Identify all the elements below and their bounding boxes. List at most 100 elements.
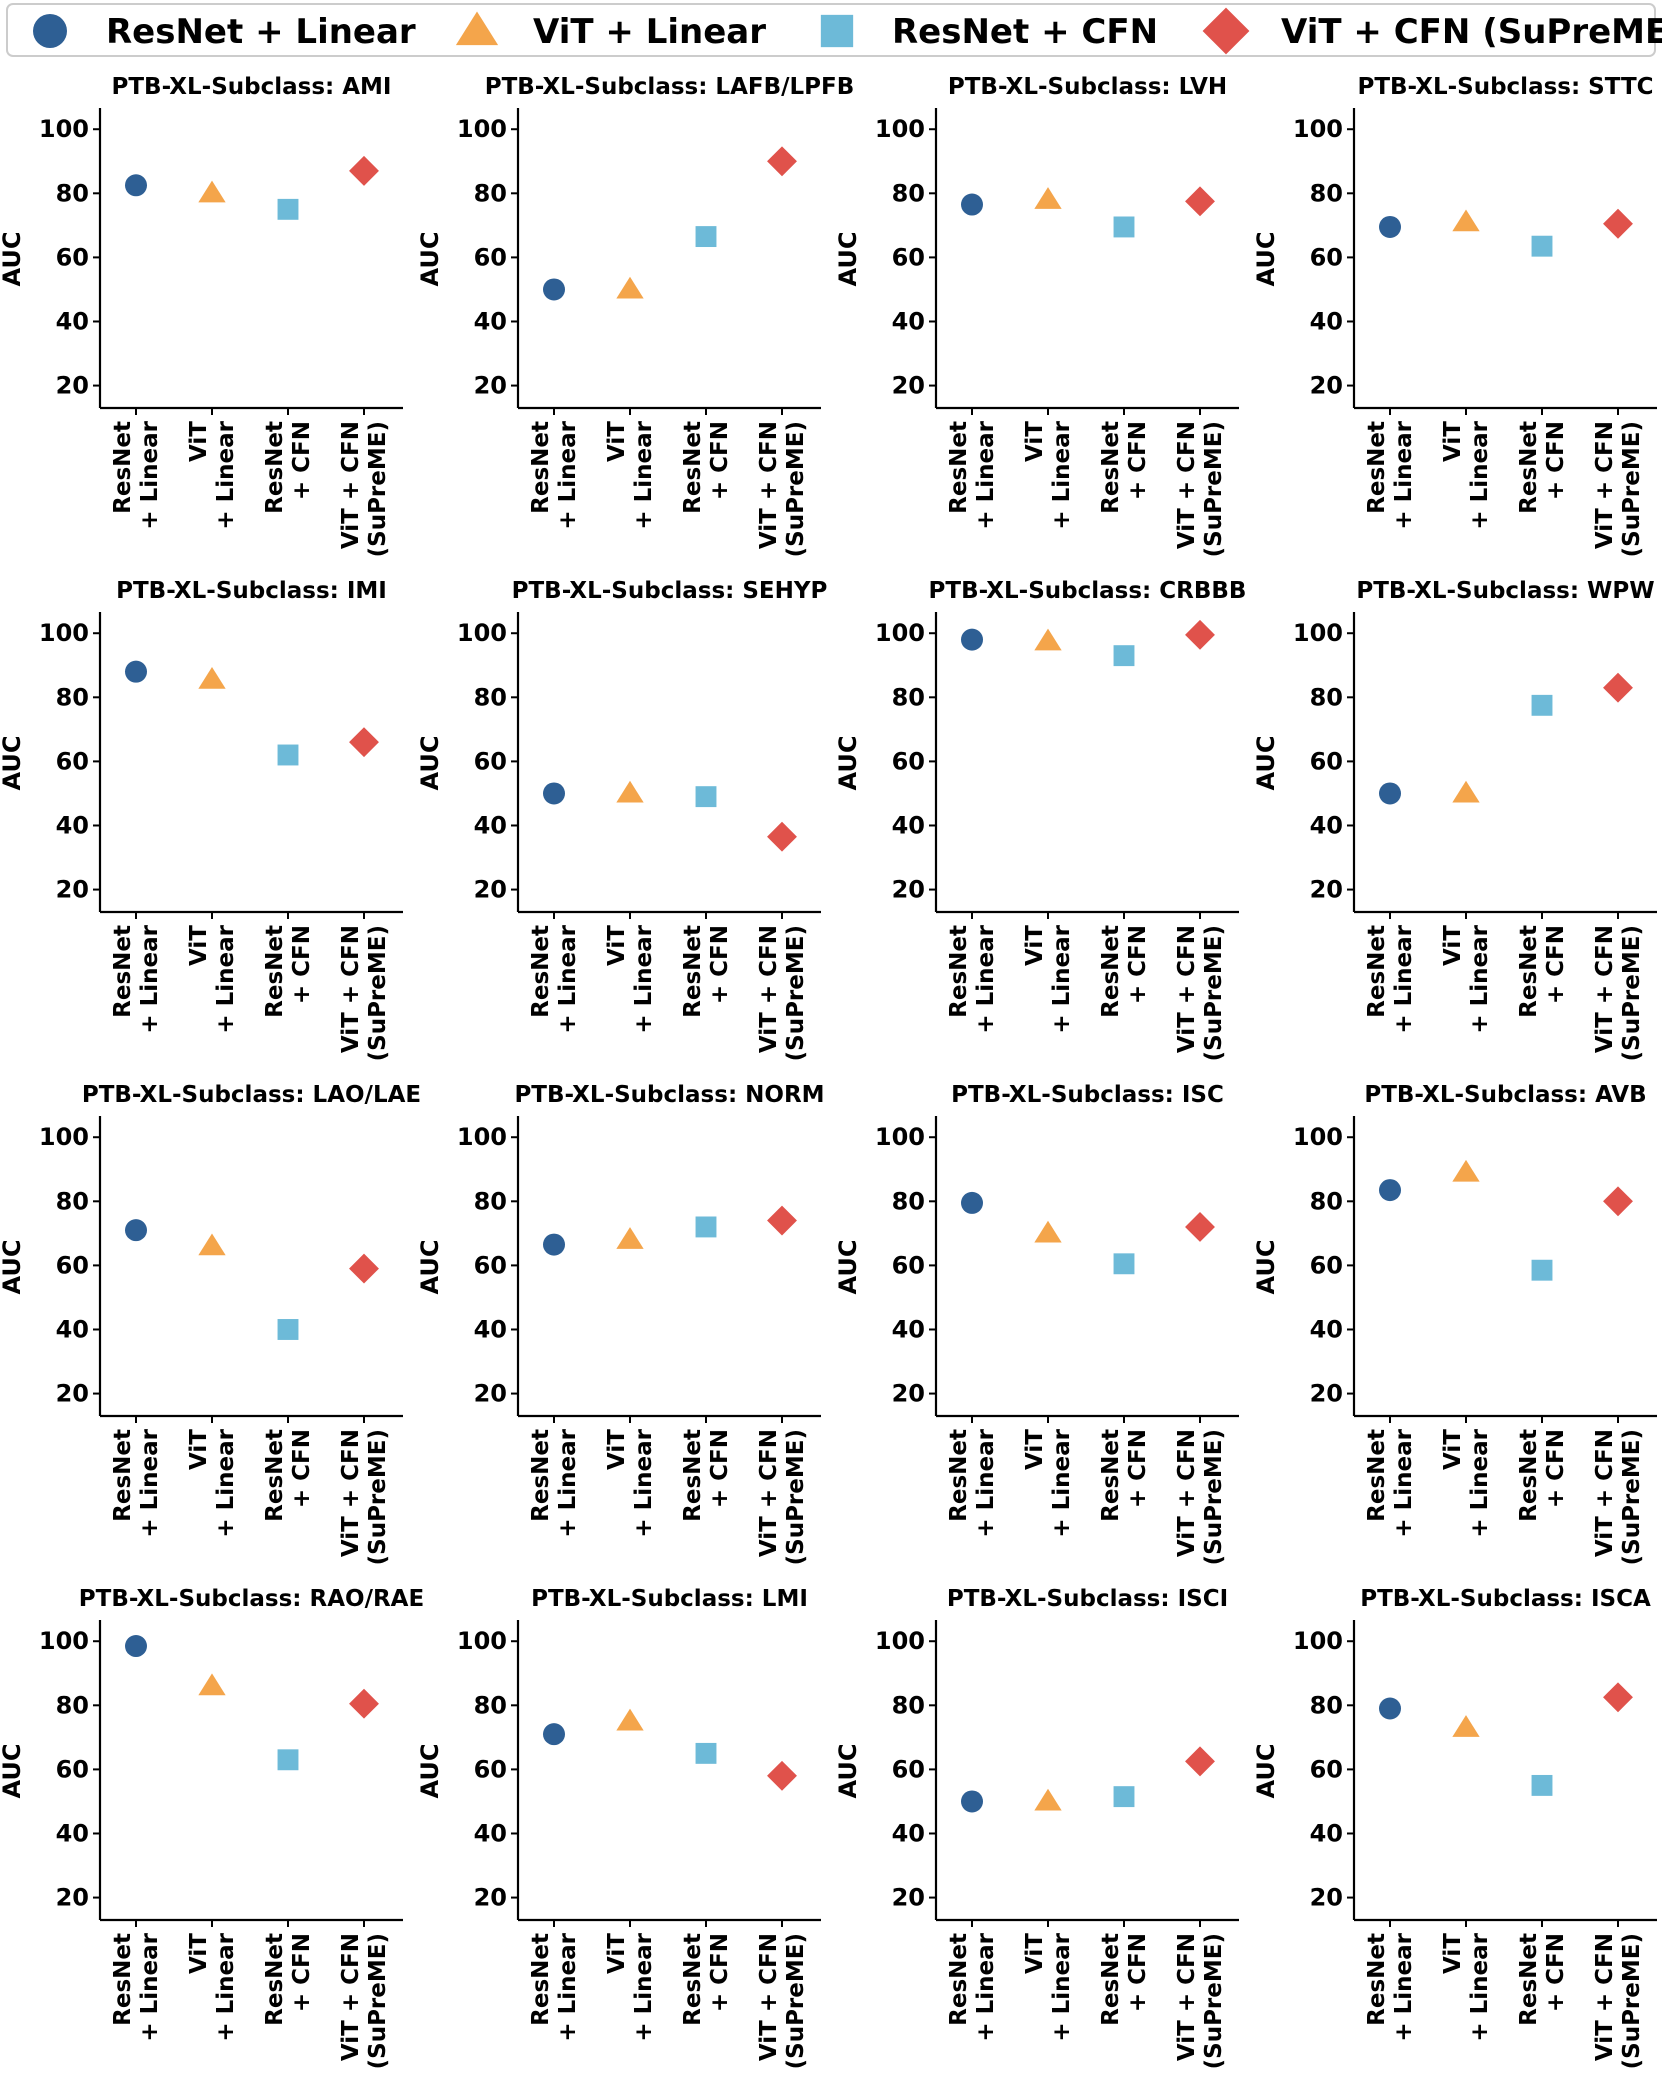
legend-triangle-icon bbox=[455, 11, 499, 46]
x-tick-label: ViT+ Linear bbox=[1022, 1932, 1075, 2041]
data-point-circle bbox=[961, 628, 983, 651]
legend-circle-icon bbox=[33, 14, 67, 48]
x-tick-label: ViT+ Linear bbox=[1022, 420, 1075, 529]
y-tick-label: 80 bbox=[892, 179, 925, 207]
data-point-square bbox=[695, 1216, 717, 1238]
data-point-triangle bbox=[198, 667, 226, 689]
y-tick-label: 100 bbox=[39, 619, 89, 647]
data-point-triangle bbox=[616, 276, 644, 299]
data-point-diamond bbox=[1185, 619, 1215, 650]
x-tick-label: ResNet+ CFN bbox=[680, 1933, 733, 2026]
y-axis-label: AUC bbox=[1252, 232, 1280, 287]
x-tick-label: ViT+ Linear bbox=[604, 420, 657, 529]
y-tick-label: 40 bbox=[474, 1315, 507, 1343]
subplot: PTB-XL-Subclass: AVB 20 40 60 80 100 AUC ResNet… bbox=[1252, 1082, 1657, 1565]
subplot: PTB-XL-Subclass: LVH 20 40 60 80 100 AUC ResNet… bbox=[834, 74, 1239, 557]
x-tick-label: ResNet+ CFN bbox=[1098, 1429, 1151, 1522]
subplot-title: PTB-XL-Subclass: CRBBB bbox=[929, 578, 1247, 604]
data-point-circle bbox=[125, 1635, 147, 1658]
x-tick-label: ResNet+ Linear bbox=[1364, 420, 1417, 529]
subplot-title: PTB-XL-Subclass: SEHYP bbox=[512, 578, 828, 604]
x-tick-label: ResNet+ Linear bbox=[528, 924, 581, 1033]
data-point-square bbox=[1531, 694, 1553, 716]
y-axis-label: AUC bbox=[834, 1240, 862, 1295]
subplot: PTB-XL-Subclass: AMI 20 40 60 80 100 AUC ResNet… bbox=[0, 74, 403, 557]
subplot-title: PTB-XL-Subclass: AVB bbox=[1364, 1082, 1646, 1108]
data-point-square bbox=[1531, 1259, 1553, 1281]
subplot-title: PTB-XL-Subclass: IMI bbox=[116, 578, 387, 604]
x-tick-label: ViT+ Linear bbox=[1440, 420, 1493, 529]
data-point-square bbox=[1113, 1786, 1135, 1808]
subplot: PTB-XL-Subclass: RAO/RAE 20 40 60 80 100 AUC Re… bbox=[0, 1586, 424, 2069]
y-tick-label: 40 bbox=[56, 811, 89, 839]
data-point-triangle bbox=[1452, 209, 1480, 232]
y-tick-label: 60 bbox=[1310, 1755, 1343, 1783]
y-tick-label: 20 bbox=[474, 372, 507, 400]
subplot-title: PTB-XL-Subclass: LMI bbox=[531, 1586, 808, 1612]
y-tick-label: 20 bbox=[56, 372, 89, 400]
subplot: PTB-XL-Subclass: ISCA 20 40 60 80 100 AUC ResNe… bbox=[1252, 1586, 1657, 2069]
data-point-square bbox=[1531, 235, 1553, 257]
y-axis-label: AUC bbox=[834, 736, 862, 791]
x-tick-label: ViT + CFN(SuPreME) bbox=[1174, 1933, 1227, 2069]
x-tick-label: ResNet+ CFN bbox=[680, 925, 733, 1018]
y-tick-label: 80 bbox=[892, 1187, 925, 1215]
subplot-title: PTB-XL-Subclass: LAO/LAE bbox=[82, 1082, 421, 1108]
y-tick-label: 100 bbox=[39, 1123, 89, 1151]
legend: ResNet + Linear ViT + Linear ResNet + CFN V… bbox=[6, 3, 1662, 57]
x-tick-label: ViT + CFN(SuPreME) bbox=[1592, 925, 1645, 1061]
data-point-diamond bbox=[1603, 1186, 1633, 1217]
data-point-circle bbox=[1379, 1697, 1401, 1720]
y-tick-label: 80 bbox=[892, 683, 925, 711]
legend-square-icon bbox=[820, 14, 854, 48]
x-tick-label: ResNet+ CFN bbox=[262, 1933, 315, 2026]
data-point-triangle bbox=[198, 1673, 226, 1696]
data-point-triangle bbox=[616, 1227, 644, 1249]
x-tick-label: ResNet+ Linear bbox=[110, 924, 163, 1033]
subplot-title: PTB-XL-Subclass: RAO/RAE bbox=[79, 1586, 424, 1612]
x-tick-label: ViT + CFN(SuPreME) bbox=[1174, 925, 1227, 1061]
data-point-square bbox=[277, 1749, 299, 1771]
y-tick-label: 40 bbox=[474, 1819, 507, 1847]
subplot-title: PTB-XL-Subclass: WPW bbox=[1356, 578, 1654, 604]
x-tick-label: ViT + CFN(SuPreME) bbox=[756, 421, 809, 557]
y-tick-label: 80 bbox=[1310, 179, 1343, 207]
y-tick-label: 60 bbox=[1310, 747, 1343, 775]
x-tick-label: ViT + CFN(SuPreME) bbox=[338, 421, 391, 557]
x-tick-label: ResNet+ CFN bbox=[680, 1429, 733, 1522]
x-tick-label: ViT+ Linear bbox=[186, 420, 239, 529]
data-point-diamond bbox=[767, 821, 797, 852]
x-tick-label: ViT + CFN(SuPreME) bbox=[1592, 1933, 1645, 2069]
y-axis-label: AUC bbox=[1252, 1744, 1280, 1799]
x-tick-label: ResNet+ CFN bbox=[1098, 1933, 1151, 2026]
x-tick-label: ResNet+ Linear bbox=[946, 1428, 999, 1537]
y-tick-label: 20 bbox=[1310, 1380, 1343, 1408]
y-tick-label: 60 bbox=[56, 243, 89, 271]
y-tick-label: 80 bbox=[1310, 1691, 1343, 1719]
x-tick-label: ViT + CFN(SuPreME) bbox=[1592, 421, 1645, 557]
data-point-triangle bbox=[616, 1708, 644, 1731]
y-tick-label: 60 bbox=[474, 1251, 507, 1279]
x-tick-label: ResNet+ Linear bbox=[528, 1428, 581, 1537]
data-point-square bbox=[1113, 1253, 1135, 1275]
y-tick-label: 20 bbox=[892, 1884, 925, 1912]
data-point-circle bbox=[125, 1219, 147, 1242]
x-tick-label: ViT + CFN(SuPreME) bbox=[756, 1933, 809, 2069]
x-tick-label: ResNet+ CFN bbox=[262, 1429, 315, 1522]
y-tick-label: 20 bbox=[56, 876, 89, 904]
data-point-diamond bbox=[349, 1688, 379, 1719]
x-tick-label: ResNet+ Linear bbox=[110, 1932, 163, 2041]
x-tick-label: ResNet+ CFN bbox=[1516, 925, 1569, 1018]
x-tick-label: ResNet+ Linear bbox=[110, 1428, 163, 1537]
x-tick-label: ResNet+ Linear bbox=[1364, 1428, 1417, 1537]
y-axis-label: AUC bbox=[0, 736, 26, 791]
y-tick-label: 40 bbox=[1310, 811, 1343, 839]
data-point-triangle bbox=[1034, 1788, 1062, 1811]
data-point-triangle bbox=[1452, 1159, 1480, 1182]
y-tick-label: 40 bbox=[892, 1819, 925, 1847]
y-tick-label: 100 bbox=[1293, 619, 1343, 647]
x-tick-label: ResNet+ Linear bbox=[946, 420, 999, 529]
data-point-square bbox=[1113, 645, 1135, 667]
x-tick-label: ViT + CFN(SuPreME) bbox=[338, 1933, 391, 2069]
y-tick-label: 100 bbox=[457, 1627, 507, 1655]
